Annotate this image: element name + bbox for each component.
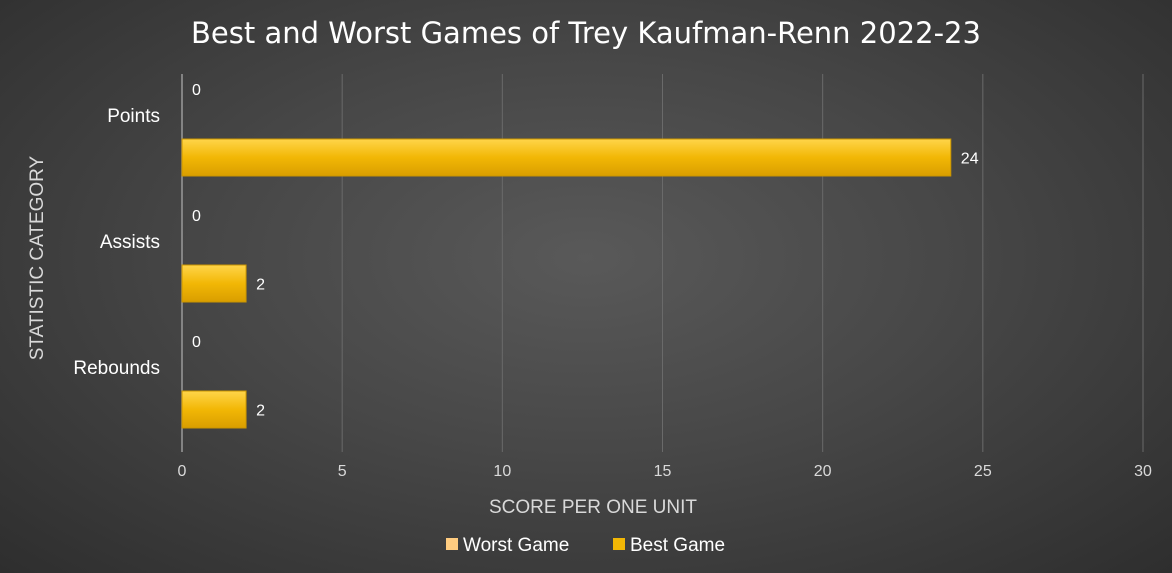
data-label-best-game: 2 [256,403,265,420]
x-tick-label: 0 [178,463,187,480]
legend-swatch [446,538,458,550]
x-tick-label: 20 [814,463,832,480]
x-tick-label: 15 [654,463,672,480]
category-label: Assists [100,232,160,253]
chart-title: Best and Worst Games of Trey Kaufman-Ren… [191,16,981,50]
x-tick-label: 5 [338,463,347,480]
data-label-worst-game: 0 [192,208,201,225]
category-label: Rebounds [73,358,160,379]
bar-best-game [181,264,247,303]
data-label-best-game: 2 [256,277,265,294]
data-label-worst-game: 0 [192,334,201,351]
bar-best-game [181,390,247,429]
x-axis-title: SCORE PER ONE UNIT [489,497,697,518]
labels: Points 0 24 Assists 0 2 Rebounds 0 2 [73,82,978,420]
x-tick-label: 10 [493,463,511,480]
y-axis-title: STATISTIC CATEGORY [27,155,48,360]
data-label-worst-game: 0 [192,82,201,99]
legend-swatch [613,538,625,550]
x-tick-label: 25 [974,463,992,480]
legend-label: Worst Game [463,535,569,556]
gridlines: 0 5 10 15 20 25 30 [178,74,1152,480]
bar-best-game [181,138,952,177]
x-tick-label: 30 [1134,463,1152,480]
data-label-best-game: 24 [961,151,979,168]
legend: Worst Game Best Game [446,535,725,556]
bars [181,138,952,429]
legend-label: Best Game [630,535,725,556]
category-label: Points [107,106,160,127]
